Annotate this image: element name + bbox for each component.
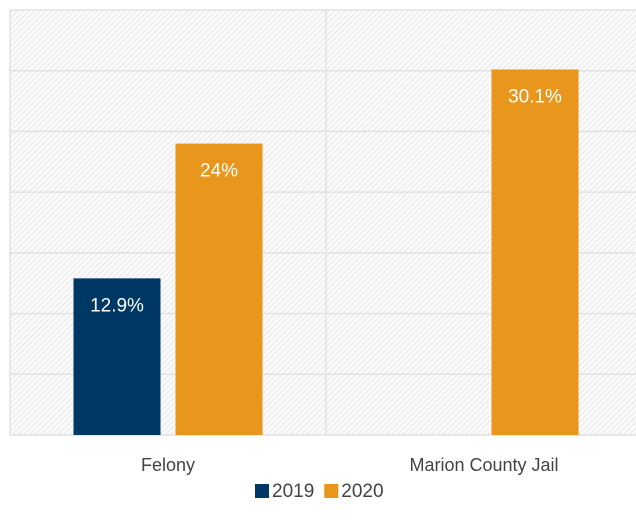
x-tick-label: Marion County Jail <box>409 455 558 475</box>
data-label: 12.9% <box>90 295 144 316</box>
bar <box>175 143 263 436</box>
bar <box>73 278 161 435</box>
legend-swatch <box>324 484 339 498</box>
x-tick-label: Felony <box>141 455 195 475</box>
data-label: 24% <box>200 161 238 182</box>
legend-swatch <box>255 484 269 498</box>
legend-label: 2020 <box>341 481 383 502</box>
bar <box>491 69 579 435</box>
data-label: 30.1% <box>508 87 562 108</box>
legend-label: 2019 <box>272 481 314 502</box>
